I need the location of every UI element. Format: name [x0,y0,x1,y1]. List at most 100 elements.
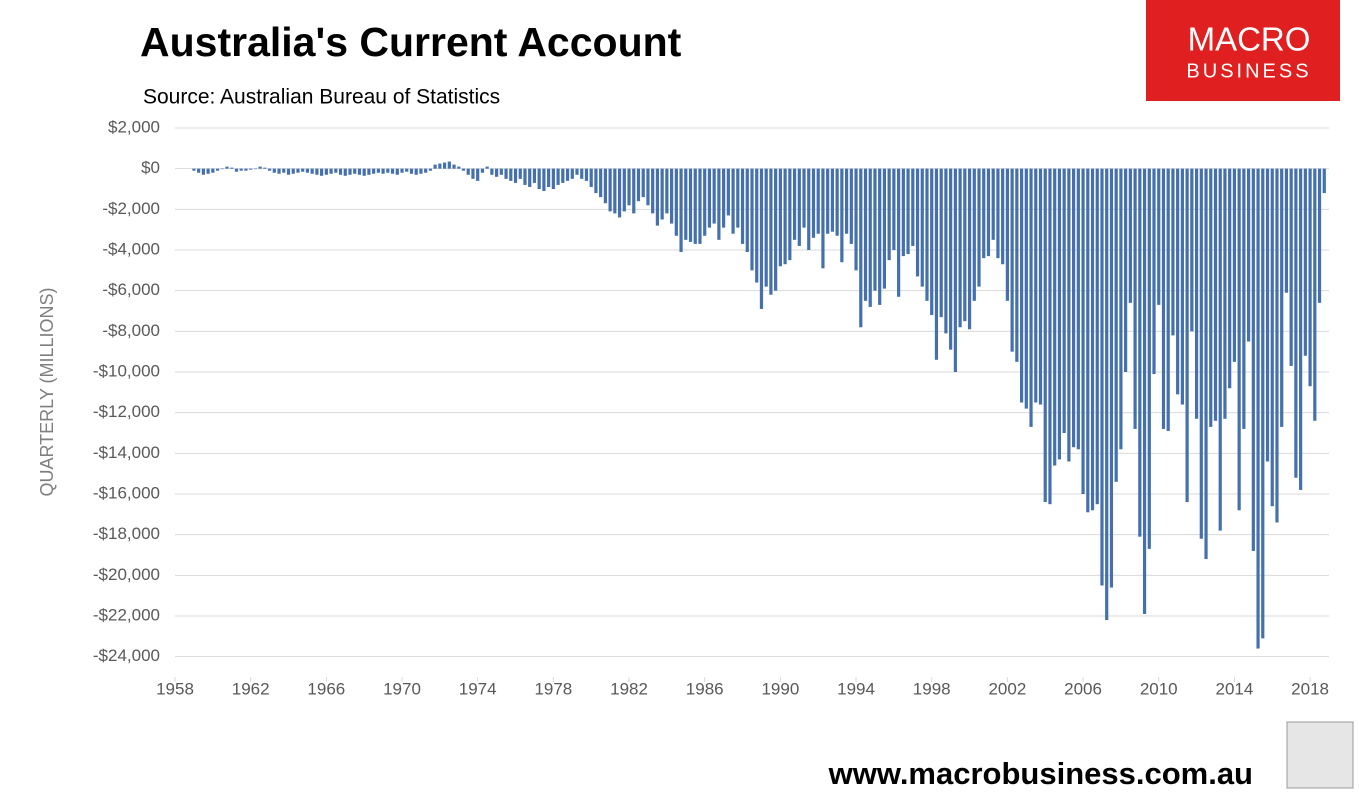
bar [1053,168,1057,466]
bar [774,168,778,291]
x-tick-label: 2014 [1215,679,1253,698]
bar [523,168,527,185]
bar [986,168,991,257]
bar [334,168,338,173]
bar [1317,168,1322,303]
bar [471,168,475,179]
bar [1185,168,1189,503]
bar [338,168,343,175]
bar [996,168,1000,259]
bar [963,168,967,322]
y-tick-label: -$18,000 [93,524,160,543]
bar [201,168,205,175]
bar [1114,168,1118,482]
bar [1133,168,1137,429]
bar [239,168,243,171]
bar [967,168,972,330]
bar [1161,168,1166,429]
bar [977,168,981,287]
bar [518,168,522,179]
y-tick-label: -$12,000 [93,402,160,421]
bar [1223,168,1227,419]
bar [949,168,953,350]
bar [466,168,470,175]
bar [788,168,792,261]
bar [1124,168,1128,372]
bar [1109,168,1114,588]
bar [570,168,574,179]
x-tick-label: 2018 [1291,679,1329,698]
bar [197,168,201,173]
bar [584,168,589,181]
bar [556,168,560,185]
bar [698,168,702,244]
bar [192,168,196,171]
logo: MACRO BUSINESS [1146,0,1340,101]
bar [362,168,366,176]
bar [1095,168,1099,505]
x-tick-label: 1998 [913,679,951,698]
bar [863,168,868,301]
bar [395,168,399,175]
bar [1213,168,1218,421]
bar [348,168,352,175]
y-tick-label: $0 [141,158,160,177]
bar [679,168,683,253]
logo-line2: BUSINESS [1186,60,1311,82]
bar [972,168,976,301]
bar [1294,168,1298,478]
y-tick-label: -$14,000 [93,443,160,462]
bar [920,168,924,287]
bar [1228,168,1232,389]
bar [589,168,593,187]
bar [424,168,428,173]
bar [296,168,300,173]
bar [1275,168,1279,523]
bar [244,168,248,171]
bar [925,168,929,301]
x-tick-label: 1962 [232,679,270,698]
x-tick-label: 1982 [610,679,648,698]
y-tick-label: -$10,000 [93,361,160,380]
bar [778,168,782,267]
bar [826,168,830,234]
y-tick-label: -$20,000 [93,565,160,584]
bar [1090,168,1095,511]
bar [693,168,697,244]
bar [991,168,995,240]
bar [442,162,447,169]
bar [1019,168,1024,403]
bar [1194,168,1199,419]
bar [830,168,835,232]
bar [807,168,811,250]
bar [234,168,239,172]
bar [1119,168,1123,450]
bar [958,168,962,328]
bar [575,168,579,175]
bar [745,168,749,253]
bar [390,168,395,174]
bar [934,168,939,360]
bar [835,168,839,236]
bar [438,163,442,169]
bar [1261,168,1265,639]
bar [1270,168,1274,507]
bar [944,168,948,334]
bar [622,168,626,212]
bar [669,168,674,224]
bar [537,168,541,189]
bar [565,168,570,181]
bar [357,168,362,175]
bar [220,168,224,170]
bar [376,168,380,173]
bar [703,168,707,236]
bar [1043,168,1047,503]
bar [731,168,735,234]
bar [320,168,324,176]
bar [1105,168,1109,621]
bar [542,168,546,192]
x-tick-label: 1970 [383,679,421,698]
bar [953,168,957,372]
y-tick-label: -$22,000 [93,605,160,624]
bar [386,168,390,173]
